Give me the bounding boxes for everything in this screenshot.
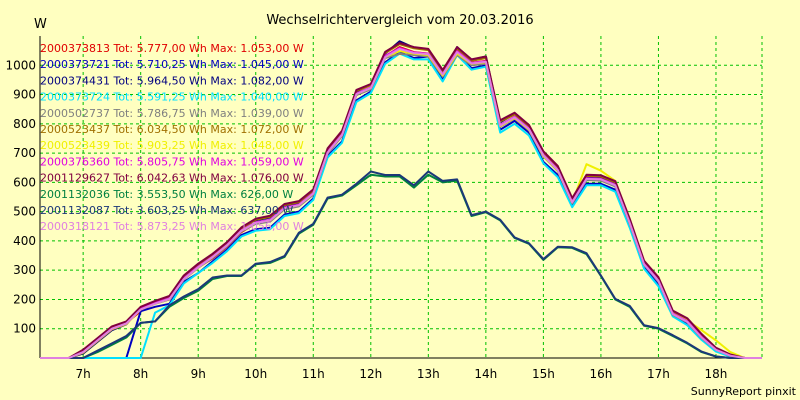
x-tick-label: 17h (647, 367, 670, 381)
x-tick-label: 10h (244, 367, 267, 381)
y-tick-label: 100 (13, 322, 36, 336)
legend-entry: 2001129627 Tot: 6.042,63 Wh Max: 1.076,0… (40, 172, 304, 185)
legend-entry: 2000376360 Tot: 5.805,75 Wh Max: 1.059,0… (40, 155, 304, 168)
x-tick-label: 16h (589, 367, 612, 381)
y-tick-label: 900 (13, 88, 36, 102)
legend-entry: 2000502737 Tot: 5.786,75 Wh Max: 1.039,0… (40, 107, 304, 120)
y-tick-label: 600 (13, 175, 36, 189)
axes: 100 200 300 400 500 600 700 800 900 1000 7h 8h 9h 10h… (5, 36, 762, 381)
legend-entry: 2000318121 Tot: 5.873,25 Wh Max: 1.056,0… (40, 220, 304, 233)
x-tick-label: 12h (359, 367, 382, 381)
plot-area (40, 36, 762, 358)
legend-entry: 2000373721 Tot: 5.710,25 Wh Max: 1.045,0… (40, 58, 304, 71)
y-tick-label: 800 (13, 117, 36, 131)
x-tick-label: 13h (417, 367, 440, 381)
y-tick-label: 400 (13, 234, 36, 248)
legend-entry: 2000373724 Tot: 5.591,25 Wh Max: 1.040,0… (40, 91, 304, 104)
series-line (40, 42, 762, 359)
legend-entry: 2001132036 Tot: 3.553,50 Wh Max: 626,00 … (40, 188, 293, 201)
x-tick-label: 18h (705, 367, 728, 381)
y-tick-label: 200 (13, 292, 36, 306)
legend: 2000373813 Tot: 5.777,00 Wh Max: 1.053,0… (40, 42, 304, 233)
series-line (40, 170, 762, 359)
y-tick-label: 300 (13, 263, 36, 277)
x-tick-label: 14h (474, 367, 497, 381)
x-tick-label: 7h (76, 367, 91, 381)
x-tick-label: 9h (191, 367, 206, 381)
plot-background (40, 36, 762, 358)
legend-entry: 2001132087 Tot: 3.603,25 Wh Max: 637,00 … (40, 204, 293, 217)
chart-title: Wechselrichtervergleich vom 20.03.2016 (266, 13, 533, 28)
grid (40, 36, 763, 358)
y-tick-label: 1000 (5, 58, 36, 72)
series-line (40, 47, 762, 359)
legend-entry: 2000523439 Tot: 5.903,25 Wh Max: 1.048,0… (40, 139, 304, 152)
series-lines (40, 40, 762, 359)
x-tick-label: 8h (133, 367, 148, 381)
footer-credit: SunnyReport pinxit (691, 385, 797, 398)
x-tick-label: 11h (302, 367, 325, 381)
x-tick-label: 15h (532, 367, 555, 381)
legend-entry: 2000374431 Tot: 5.964,50 Wh Max: 1.082,0… (40, 74, 304, 87)
y-tick-label: 500 (13, 205, 36, 219)
legend-entry: 2000373813 Tot: 5.777,00 Wh Max: 1.053,0… (40, 42, 304, 55)
y-axis-unit: W (34, 17, 47, 32)
y-tick-label: 700 (13, 146, 36, 160)
legend-entry: 2000523437 Tot: 6.034,50 Wh Max: 1.072,0… (40, 123, 304, 136)
